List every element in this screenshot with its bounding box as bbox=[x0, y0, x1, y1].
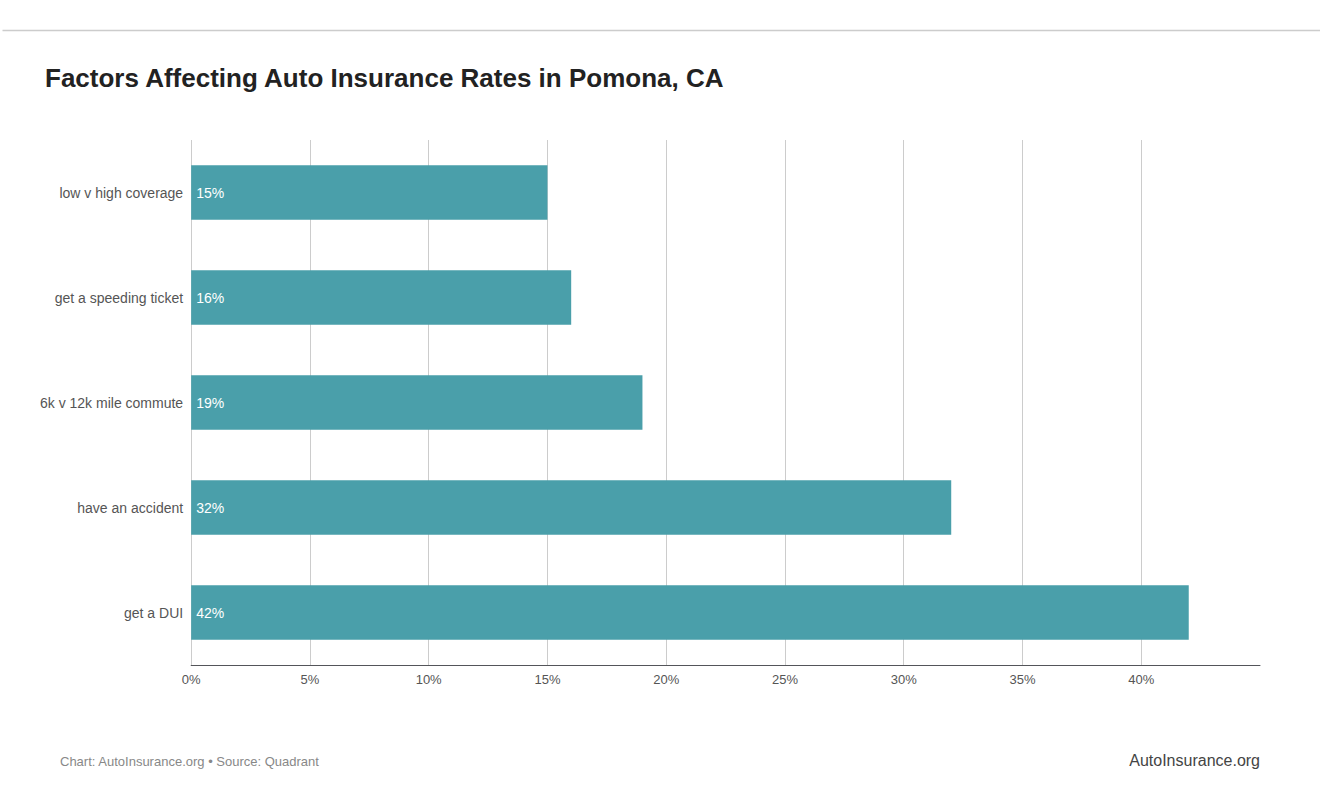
svg-text:15%: 15% bbox=[534, 672, 560, 687]
svg-text:16%: 16% bbox=[196, 290, 224, 306]
svg-text:10%: 10% bbox=[416, 672, 442, 687]
svg-text:19%: 19% bbox=[196, 395, 224, 411]
svg-text:30%: 30% bbox=[891, 672, 917, 687]
svg-text:6k v 12k mile commute: 6k v 12k mile commute bbox=[40, 395, 183, 411]
svg-text:20%: 20% bbox=[653, 672, 679, 687]
svg-text:5%: 5% bbox=[301, 672, 320, 687]
svg-text:Chart: AutoInsurance.org • Sou: Chart: AutoInsurance.org • Source: Quadr… bbox=[60, 754, 319, 769]
svg-text:get a speeding ticket: get a speeding ticket bbox=[55, 290, 184, 306]
svg-text:32%: 32% bbox=[196, 500, 224, 516]
svg-text:AutoInsurance.org: AutoInsurance.org bbox=[1129, 752, 1260, 769]
svg-text:have an accident: have an accident bbox=[77, 500, 183, 516]
svg-text:low v high coverage: low v high coverage bbox=[59, 185, 183, 201]
svg-text:Factors Affecting Auto Insuran: Factors Affecting Auto Insurance Rates i… bbox=[45, 63, 724, 93]
svg-text:get a DUI: get a DUI bbox=[124, 605, 183, 621]
svg-text:42%: 42% bbox=[196, 605, 224, 621]
svg-text:0%: 0% bbox=[182, 672, 201, 687]
svg-text:40%: 40% bbox=[1128, 672, 1154, 687]
svg-text:25%: 25% bbox=[772, 672, 798, 687]
svg-text:15%: 15% bbox=[196, 185, 224, 201]
svg-text:35%: 35% bbox=[1009, 672, 1035, 687]
